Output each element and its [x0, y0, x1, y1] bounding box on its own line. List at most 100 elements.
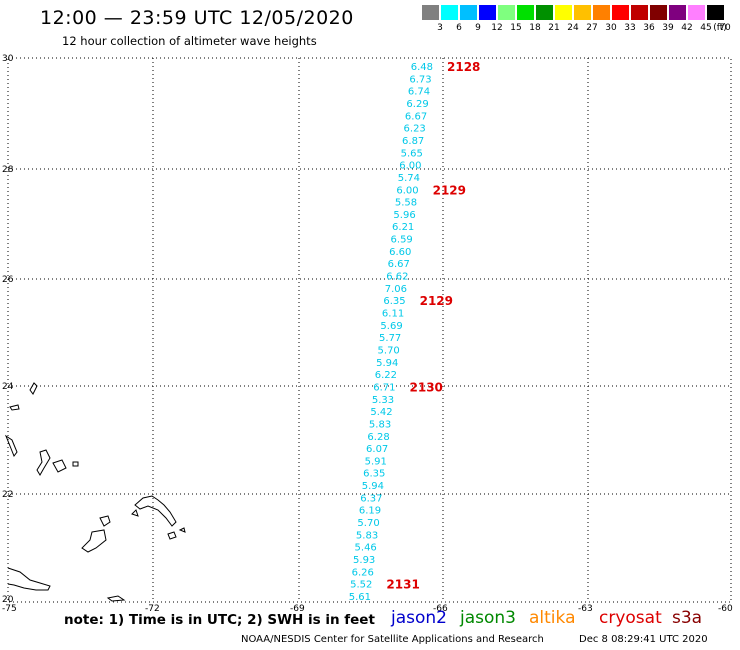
- wave-height-value: 6.00: [396, 185, 418, 196]
- island-shape: [4, 434, 18, 458]
- time-label: 2130: [410, 381, 443, 395]
- wave-height-value: 5.83: [369, 419, 391, 430]
- wave-height-value: 5.42: [370, 407, 392, 418]
- wave-height-value: 6.67: [405, 111, 427, 122]
- wave-height-value: 5.96: [393, 210, 415, 221]
- lat-label: 26: [2, 275, 14, 285]
- wave-height-value: 5.91: [365, 456, 387, 467]
- color-swatch: [612, 5, 629, 20]
- color-swatch: [517, 5, 534, 20]
- color-swatch: [650, 5, 667, 20]
- color-scale-label: 30: [605, 23, 617, 33]
- wave-height-value: 6.67: [388, 259, 410, 270]
- color-scale-label: 39: [662, 23, 674, 33]
- wave-height-value: 5.94: [376, 358, 398, 369]
- color-swatch: [631, 5, 648, 20]
- island-shape: [167, 531, 177, 540]
- island-shape: [7, 567, 51, 591]
- lat-label: 20: [2, 595, 14, 605]
- time-label: 2128: [447, 60, 480, 74]
- lat-label: 30: [2, 54, 14, 64]
- color-scale-label: 27: [586, 23, 598, 33]
- credit-text: NOAA/NESDIS Center for Satellite Applica…: [241, 634, 544, 645]
- page-title: 12:00 — 23:59 UTC 12/05/2020: [40, 7, 354, 29]
- color-swatch: [574, 5, 591, 20]
- wave-height-value: 6.23: [404, 124, 426, 135]
- lon-label: -72: [145, 604, 160, 614]
- wave-height-value: 6.29: [406, 99, 428, 110]
- color-swatch: [555, 5, 572, 20]
- color-scale-label: 9: [475, 23, 481, 33]
- color-scale-label: 3: [437, 23, 443, 33]
- color-scale-label: 21: [548, 23, 560, 33]
- island-shape: [99, 515, 111, 527]
- lon-label: -75: [2, 604, 17, 614]
- lat-label: 24: [2, 382, 14, 392]
- color-swatch: [422, 5, 439, 20]
- wave-height-value: 5.52: [350, 580, 372, 591]
- lon-label: -63: [578, 604, 593, 614]
- color-scale-label: 18: [529, 23, 541, 33]
- wave-height-value: 6.59: [391, 235, 413, 246]
- wave-height-value: 5.77: [379, 333, 401, 344]
- wave-height-value: 6.28: [367, 432, 389, 443]
- island-shape: [81, 529, 107, 553]
- color-swatch: [593, 5, 610, 20]
- legend-jason3: jason3: [460, 608, 516, 628]
- wave-height-value: 6.35: [383, 296, 405, 307]
- wave-height-value: 5.74: [398, 173, 420, 184]
- color-scale-label: 36: [643, 23, 655, 33]
- coastline: [4, 382, 186, 602]
- wave-height-value: 5.70: [357, 518, 379, 529]
- lon-label: -60: [718, 604, 733, 614]
- legend-jason2: jason2: [391, 608, 447, 628]
- wave-height-value: 6.21: [392, 222, 414, 233]
- color-swatch: [688, 5, 705, 20]
- wave-height-value: 6.22: [375, 370, 397, 381]
- island-shape: [134, 495, 177, 527]
- island-shape: [178, 527, 186, 533]
- color-scale-label: 42: [681, 23, 693, 33]
- color-swatch: [498, 5, 515, 20]
- lat-label: 28: [2, 165, 14, 175]
- wave-height-value: 6.19: [359, 506, 381, 517]
- wave-height-value: 5.69: [380, 321, 402, 332]
- color-scale-label: 24: [567, 23, 579, 33]
- wave-height-value: 6.26: [352, 567, 374, 578]
- island-shape: [72, 461, 79, 467]
- color-scale-label: 45: [700, 23, 712, 33]
- time-label: 2129: [433, 183, 466, 197]
- timestamp-text: Dec 8 08:29:41 UTC 2020: [579, 634, 708, 645]
- island-shape: [131, 509, 139, 517]
- color-swatch: [536, 5, 553, 20]
- wave-height-value: 6.60: [389, 247, 411, 258]
- wave-height-value: 7.06: [385, 284, 407, 295]
- wave-height-value: 6.37: [360, 493, 382, 504]
- island-shape: [106, 595, 126, 602]
- wave-height-value: 6.48: [411, 62, 433, 73]
- color-swatch: [460, 5, 477, 20]
- wave-height-value: 5.83: [356, 530, 378, 541]
- wave-height-value: 5.93: [353, 555, 375, 566]
- time-label: 2131: [386, 578, 419, 592]
- wave-height-value: 5.94: [362, 481, 384, 492]
- time-labels: 2128 2129 2129 2130 2131: [386, 60, 480, 592]
- color-scale-label: 12: [491, 23, 503, 33]
- legend-cryosat: cryosat: [599, 608, 662, 628]
- wave-height-value: 6.87: [402, 136, 424, 147]
- legend-s3a: s3a: [672, 608, 703, 628]
- wave-height-value: 5.61: [349, 592, 371, 603]
- wave-height-value: 5.46: [355, 543, 377, 554]
- lon-label: -69: [290, 604, 305, 614]
- wave-height-value: 6.71: [373, 383, 395, 394]
- color-swatch: [441, 5, 458, 20]
- legend-altika: altika: [529, 608, 576, 628]
- altimeter-track: 6.486.736.746.296.676.236.875.656.005.74…: [349, 62, 433, 603]
- lat-label: 22: [2, 490, 13, 500]
- wave-height-value: 5.70: [378, 346, 400, 357]
- wave-height-value: 6.07: [366, 444, 388, 455]
- color-scale-unit: (ft): [713, 23, 727, 33]
- island-shape: [52, 459, 67, 473]
- footer-note: note: 1) Time is in UTC; 2) SWH is in fe…: [64, 612, 375, 628]
